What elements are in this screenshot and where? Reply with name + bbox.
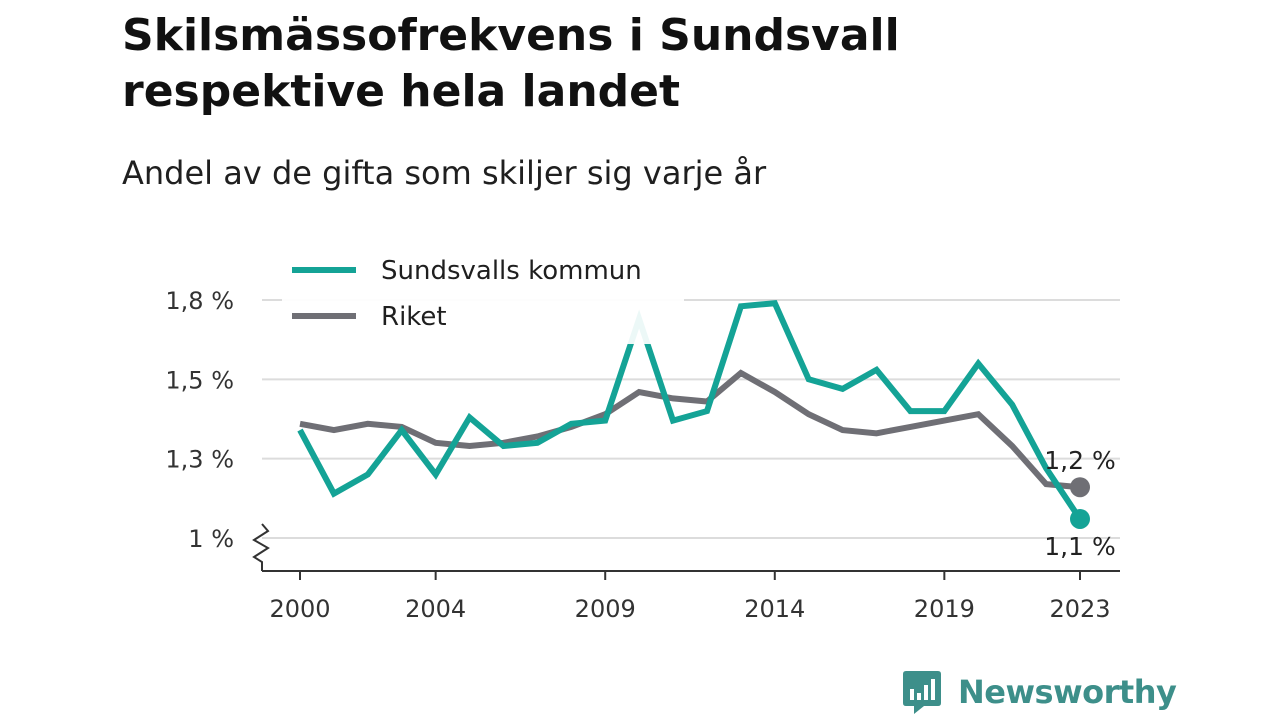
end-value-label: 1,1 % <box>1044 532 1115 561</box>
end-labels: 1,1 % 1,2 % <box>1044 446 1115 561</box>
axis-break-icon <box>252 523 270 571</box>
legend-label: Riket <box>381 302 447 332</box>
x-tick-label: 2019 <box>914 595 975 623</box>
series-line-sundsvalls-kommun <box>297 300 1083 521</box>
newsworthy-logo-icon <box>903 671 941 714</box>
series-end-point-riket <box>1070 477 1090 498</box>
legend: Sundsvalls kommun Riket <box>282 246 684 344</box>
end-value-label: 1,2 % <box>1044 446 1115 475</box>
newsworthy-brand: Newsworthy <box>902 668 1177 716</box>
chart-title: Skilsmässofrekvens i Sundsvall respektiv… <box>122 10 900 117</box>
x-tick-label: 2009 <box>575 595 636 623</box>
x-axis-ticks: 2000 2004 2009 2014 2019 2023 <box>269 571 1111 623</box>
legend-label: Sundsvalls kommun <box>381 256 642 286</box>
series-lines <box>297 300 1090 529</box>
y-tick-label: 1,5 % <box>165 366 234 394</box>
series-line-riket <box>299 369 1081 491</box>
x-tick-label: 2000 <box>269 595 330 623</box>
series-end-point-sundsvalls-kommun <box>1070 508 1090 529</box>
y-tick-label: 1,8 % <box>165 287 234 315</box>
x-tick-label: 2004 <box>405 595 466 623</box>
brand-name: Newsworthy <box>958 673 1177 711</box>
y-axis-ticks: 1 % 1,3 % 1,5 % 1,8 % <box>165 287 234 553</box>
y-tick-label: 1,3 % <box>165 446 234 474</box>
x-tick-label: 2014 <box>744 595 805 623</box>
chart-subtitle: Andel av de gifta som skiljer sig varje … <box>122 154 767 192</box>
x-axis <box>252 523 1120 572</box>
y-tick-label: 1 % <box>188 525 234 553</box>
x-tick-label: 2023 <box>1049 595 1110 623</box>
legend-background <box>282 246 684 344</box>
